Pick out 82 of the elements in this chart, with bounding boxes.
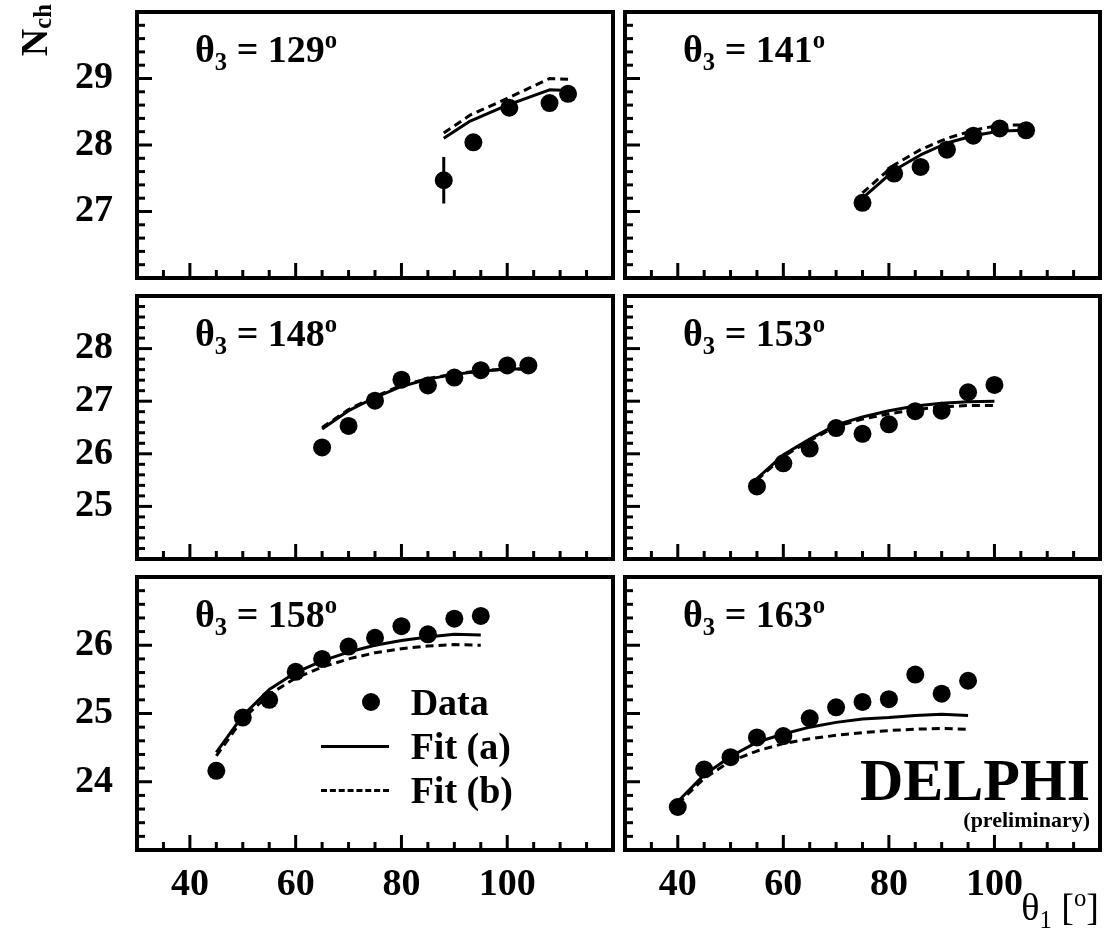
legend-label: Data (410, 680, 489, 724)
point (985, 375, 1004, 394)
point (366, 628, 384, 647)
legend-label: Fit (b) (410, 768, 513, 812)
point (721, 748, 740, 767)
point (774, 454, 793, 473)
x-tick-label: 60 (276, 860, 315, 903)
text: θ$_{3}$ = 141$^{o}$ (683, 26, 826, 77)
point (500, 98, 519, 117)
point (471, 361, 490, 380)
point (313, 438, 332, 457)
text: θ$_{3}$ = 148$^{o}$ (195, 310, 338, 361)
y-tick-label: 26 (75, 621, 113, 664)
point (339, 416, 358, 435)
point (879, 690, 898, 709)
text: θ$_{3}$ = 163$^{o}$ (683, 591, 826, 642)
point (207, 761, 226, 780)
x-tick-label: 40 (658, 860, 697, 903)
point (937, 140, 956, 159)
point (464, 133, 483, 152)
point (747, 477, 766, 496)
point (286, 662, 305, 681)
x-tick-label: 60 (764, 860, 803, 903)
point (853, 424, 872, 443)
point (313, 649, 332, 668)
point (800, 709, 819, 728)
y-tick-label: 25 (75, 482, 113, 525)
line-series (442, 77, 570, 135)
y-tick-label: 25 (75, 689, 113, 732)
point (445, 609, 464, 628)
y-tick-label: 28 (75, 324, 113, 367)
point (498, 356, 517, 375)
point (260, 690, 279, 709)
x-tick-label: 100 (478, 860, 536, 903)
point (519, 356, 538, 375)
point (418, 376, 437, 395)
point (964, 126, 983, 145)
y-tick-label: 28 (75, 120, 113, 163)
x-tick-label: 40 (170, 860, 209, 903)
x-axis-title: θ$_{1}$ [$^{o}$] (1021, 884, 1099, 935)
point (932, 684, 951, 703)
x-tick-label: 80 (382, 860, 421, 903)
point (233, 708, 252, 727)
point (959, 671, 978, 690)
y-tick-label: 29 (75, 54, 113, 97)
y-tick-label: 26 (75, 429, 113, 472)
point (471, 606, 490, 625)
point (695, 760, 714, 779)
point (827, 419, 846, 438)
point (366, 391, 384, 410)
y-tick-label: 27 (75, 377, 113, 420)
point (1017, 121, 1036, 140)
point (392, 617, 411, 636)
point (418, 625, 437, 644)
x-tick-label: 80 (869, 860, 908, 903)
point (911, 157, 930, 176)
y-tick-label: 24 (75, 757, 113, 800)
point (827, 698, 846, 717)
point (959, 383, 978, 402)
point (339, 637, 358, 656)
point (774, 727, 793, 746)
point (853, 692, 872, 711)
point (906, 665, 925, 684)
point (445, 368, 464, 387)
point (392, 370, 411, 389)
point (559, 84, 578, 103)
text: θ$_{3}$ = 158$^{o}$ (195, 591, 338, 642)
point (906, 402, 925, 421)
x-tick-label: 100 (965, 860, 1023, 903)
legend-label: Fit (a) (410, 724, 511, 768)
point (853, 193, 872, 212)
text: θ$_{3}$ = 129$^{o}$ (195, 26, 338, 77)
point (800, 439, 819, 458)
point (540, 94, 559, 113)
point (668, 798, 687, 816)
point (932, 401, 951, 420)
text: θ$_{3}$ = 153$^{o}$ (683, 310, 826, 361)
point (747, 728, 766, 747)
point (879, 415, 898, 434)
point (885, 164, 904, 183)
point (990, 119, 1009, 138)
y-tick-label: 27 (75, 187, 113, 230)
